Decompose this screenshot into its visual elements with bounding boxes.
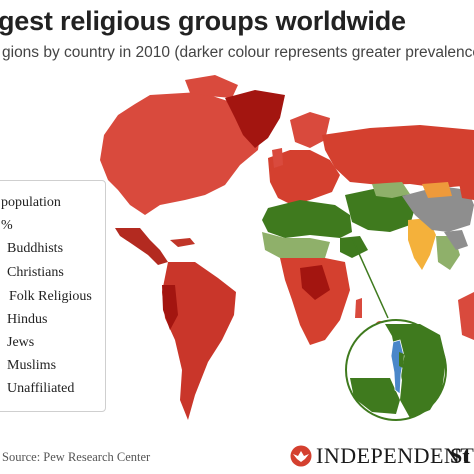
middle-east-muslim	[345, 188, 415, 232]
inset-west-bank	[399, 352, 404, 368]
russia	[322, 125, 474, 188]
eagle-logo-icon	[290, 445, 312, 467]
israel-inset	[345, 319, 447, 421]
legend-item-folk-religious: Folk Religious	[9, 289, 92, 304]
europe-region	[268, 150, 340, 205]
horn-of-africa	[340, 236, 368, 258]
greenland	[225, 90, 285, 148]
mexico-central-america	[115, 228, 168, 265]
east-asia-edge	[458, 172, 474, 200]
north-america-region	[100, 92, 262, 215]
legend-heading: population	[1, 195, 61, 210]
legend-item-hindus: Hindus	[7, 312, 48, 327]
india	[408, 218, 436, 270]
publisher-logo: INDEPENDENT	[290, 443, 474, 469]
central-southern-africa	[280, 258, 350, 345]
legend-item-unaffiliated: Unaffiliated	[7, 381, 75, 396]
arctic-canada-islands	[185, 75, 238, 98]
australia-edge	[458, 292, 474, 340]
partner-logo-text: St	[450, 443, 470, 468]
legend-item-buddhists: Buddhists	[7, 241, 64, 256]
mongolia-folk	[422, 182, 452, 198]
sahel-muslim-light	[262, 232, 330, 262]
central-africa-dark	[300, 265, 330, 300]
north-africa-muslim	[262, 200, 352, 238]
legend-item-muslims: Muslims	[7, 358, 57, 373]
legend-panel: population % Buddhists Christians Folk R…	[0, 180, 106, 412]
indochina-buddhist	[444, 230, 468, 250]
madagascar	[355, 298, 362, 318]
central-asia-muslim-light	[372, 182, 410, 198]
inset-pointer-line	[351, 237, 389, 319]
andes-dark	[162, 285, 178, 330]
map-title: gest religious groups worldwide	[0, 6, 406, 36]
legend-item-jews: Jews	[7, 335, 35, 350]
source-credit: Source: Pew Research Center	[2, 450, 151, 464]
south-america-region	[162, 262, 236, 420]
map-subtitle: gions by country in 2010 (darker colour …	[2, 44, 474, 61]
legend-subheading: %	[1, 218, 13, 233]
china	[402, 186, 474, 232]
inset-egypt-sinai	[350, 378, 400, 414]
scandinavia	[290, 112, 330, 148]
uk-ireland	[272, 148, 283, 168]
legend-item-christians: Christians	[7, 265, 64, 280]
publisher-name: INDEPENDENT	[316, 443, 474, 468]
caribbean	[170, 238, 195, 247]
